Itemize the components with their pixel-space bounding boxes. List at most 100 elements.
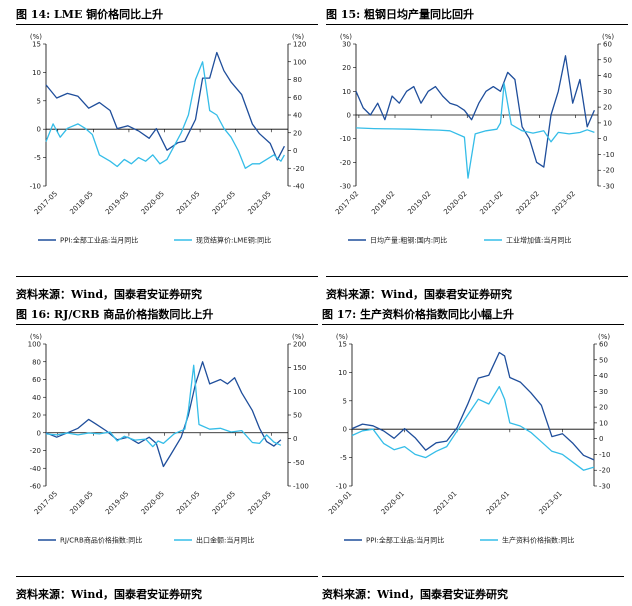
- left-tick-label: 5: [343, 397, 347, 405]
- series-line-1: [45, 361, 282, 468]
- right-tick-label: 100: [293, 58, 306, 66]
- x-tick-label: 2017-05: [33, 190, 59, 216]
- right-tick-label: -20: [293, 165, 304, 173]
- source-rule: [16, 276, 318, 277]
- x-tick-label: 2020-05: [140, 190, 166, 216]
- chart-group: (%) (%) -10 -5 0 5 10 15 -30 -20 -10 0 10 20 30 40 50 60 2…: [327, 333, 610, 545]
- figure-title: 图 15: 粗钢日均产量同比回升: [326, 8, 475, 21]
- series-line-2: [45, 61, 285, 169]
- title-rule: [16, 324, 318, 325]
- right-tick-label: -20: [599, 467, 610, 475]
- left-tick-label: 0: [37, 126, 41, 134]
- left-tick-label: -5: [34, 154, 41, 162]
- right-tick-label: 40: [599, 372, 608, 380]
- source-note: 资料来源：Wind，国泰君安证券研究: [16, 288, 203, 301]
- right-unit-label: (%): [602, 33, 614, 41]
- chart-plot: (%) (%) -10 -5 0 5 10 15 -40 -20 0 20 40 60 80 100 120 20…: [16, 28, 318, 276]
- right-tick-label: 150: [293, 364, 306, 372]
- chart-svg: (%) (%) -30 -20 -10 0 10 20 30 -30 -20 -10 0 10 20 30 40…: [334, 33, 614, 245]
- right-tick-label: 30: [603, 88, 612, 96]
- chart-plot: (%) (%) -10 -5 0 5 10 15 -30 -20 -10 0 10 20 30 40 50 60 2…: [322, 328, 624, 576]
- legend-label: RJ/CRB商品价格指数:同比: [60, 536, 142, 545]
- source-note: 资料来源：Wind，国泰君安证券研究: [326, 288, 513, 301]
- legend-label: 生产资料价格指数:同比: [502, 536, 574, 545]
- right-tick-label: 60: [599, 341, 608, 349]
- right-tick-label: 0: [599, 435, 603, 443]
- left-tick-label: 5: [37, 97, 41, 105]
- left-tick-label: -10: [336, 483, 347, 491]
- x-tick-label: 2022-05: [211, 190, 237, 216]
- x-tick-label: 2022-05: [211, 490, 237, 516]
- left-unit-label: (%): [30, 333, 42, 341]
- figure-15-panel: 图 15: 粗钢日均产量同比回升 (%) (%) -30 -20 -10 0 10 20 30 -…: [326, 6, 628, 306]
- series-line-1: [351, 351, 595, 461]
- source-rule: [322, 576, 624, 577]
- right-tick-label: 0: [603, 135, 607, 143]
- left-tick-label: -10: [340, 135, 351, 143]
- right-tick-label: 0: [293, 147, 297, 155]
- x-tick-label: 2019-05: [104, 490, 130, 516]
- right-tick-label: 10: [603, 119, 612, 127]
- right-tick-label: 20: [293, 129, 302, 137]
- right-unit-label: (%): [598, 333, 610, 341]
- chart-group: (%) (%) -60 -40 -20 0 20 40 60 80 100 -100 -50 0 50 100…: [28, 333, 309, 545]
- left-tick-label: 0: [37, 429, 41, 437]
- left-tick-label: 15: [32, 41, 41, 49]
- legend-label: PPI:全部工业品:当月同比: [366, 536, 444, 545]
- right-tick-label: 40: [293, 112, 302, 120]
- x-tick-label: 2019-02: [406, 190, 432, 216]
- left-tick-label: 10: [32, 69, 41, 77]
- right-tick-label: 30: [599, 388, 608, 396]
- chart-plot: (%) (%) -60 -40 -20 0 20 40 60 80 100 -100 -50 0 50 100…: [16, 328, 318, 576]
- x-tick-label: 2023-01: [538, 490, 564, 516]
- x-tick-label: 2023-05: [246, 490, 272, 516]
- x-tick-label: 2023-02: [551, 190, 577, 216]
- right-tick-label: 20: [603, 104, 612, 112]
- series-line-2: [355, 82, 595, 179]
- right-tick-label: 80: [293, 76, 302, 84]
- right-tick-label: 100: [293, 388, 306, 396]
- x-tick-label: 2022-02: [515, 190, 541, 216]
- figure-16-panel: 图 16: RJ/CRB 商品价格指数同比上升 (%) (%) -60 -40 -20 0…: [16, 306, 318, 606]
- left-unit-label: (%): [340, 33, 352, 41]
- right-tick-label: -40: [293, 183, 304, 191]
- left-tick-label: 80: [32, 358, 41, 366]
- title-rule: [16, 24, 318, 25]
- legend-label: 工业增加值:当月同比: [506, 236, 571, 245]
- x-tick-label: 2019-05: [104, 190, 130, 216]
- right-tick-label: 60: [293, 94, 302, 102]
- series-line-1: [355, 55, 595, 168]
- left-tick-label: -20: [340, 159, 351, 167]
- left-tick-label: 0: [347, 112, 351, 120]
- chart-svg: (%) (%) -10 -5 0 5 10 15 -30 -20 -10 0 10 20 30 40 50 60 2…: [327, 333, 610, 545]
- x-tick-label: 2018-02: [370, 190, 396, 216]
- right-tick-label: 50: [293, 412, 302, 420]
- left-tick-label: 20: [32, 412, 41, 420]
- legend-label: 日均产量:粗钢:国内:同比: [370, 236, 447, 245]
- x-tick-label: 2018-05: [68, 490, 94, 516]
- chart-plot: (%) (%) -30 -20 -10 0 10 20 30 -30 -20 -10 0 10 20 30 40…: [326, 28, 628, 276]
- source-rule: [16, 576, 318, 577]
- legend-label: PPI:全部工业品:当月同比: [60, 236, 138, 245]
- right-tick-label: 60: [603, 41, 612, 49]
- right-unit-label: (%): [292, 333, 304, 341]
- left-unit-label: (%): [30, 33, 42, 41]
- right-tick-label: 50: [603, 56, 612, 64]
- right-tick-label: -10: [599, 451, 610, 459]
- right-tick-label: 50: [599, 356, 608, 364]
- source-note: 资料来源：Wind，国泰君安证券研究: [322, 588, 509, 601]
- x-tick-label: 2020-05: [140, 490, 166, 516]
- right-tick-label: 200: [293, 341, 306, 349]
- x-tick-label: 2019-01: [327, 490, 353, 516]
- chart-svg: (%) (%) -60 -40 -20 0 20 40 60 80 100 -100 -50 0 50 100…: [28, 333, 309, 545]
- x-tick-label: 2018-05: [68, 190, 94, 216]
- left-tick-label: -5: [340, 454, 347, 462]
- x-tick-label: 2021-02: [478, 190, 504, 216]
- right-unit-label: (%): [292, 33, 304, 41]
- x-tick-label: 2020-01: [380, 490, 406, 516]
- left-tick-label: -60: [30, 483, 41, 491]
- right-tick-label: -30: [603, 183, 614, 191]
- figure-17-panel: 图 17: 生产资料价格指数同比小幅上升 (%) (%) -10 -5 0 5 10 15 -3…: [322, 306, 624, 606]
- source-note: 资料来源：Wind，国泰君安证券研究: [16, 588, 203, 601]
- left-tick-label: -20: [30, 447, 41, 455]
